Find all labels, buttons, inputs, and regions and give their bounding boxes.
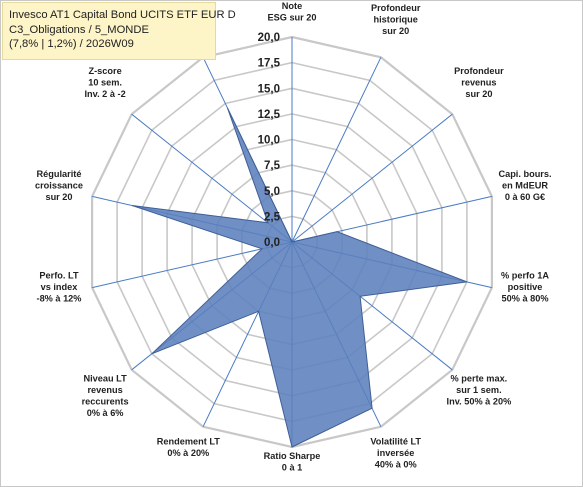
axis-label: Ratio Sharpe 0 à 1 <box>264 451 321 473</box>
axis-label: Profondeur historique sur 20 <box>371 3 421 36</box>
series-area <box>131 107 468 448</box>
axis-spoke <box>291 113 453 243</box>
axis-label: Rendement LT 0% à 20% <box>157 437 221 459</box>
axis-label: % perfo 1A positive 50% à 80% <box>501 270 549 303</box>
tick-label: 12,5 <box>258 109 281 121</box>
axis-spoke <box>131 113 293 243</box>
tick-label: 5,0 <box>264 186 280 198</box>
tick-label: 10,0 <box>258 135 280 147</box>
axis-label: Volatilité LT inversée 40% à 0% <box>370 437 421 470</box>
axis-label: Z-score 10 sem. Inv. 2 à -2 <box>84 66 125 99</box>
radar-series <box>131 107 468 448</box>
fund-name: Invesco AT1 Capital Bond UCITS ETF EUR D <box>9 9 236 21</box>
axis-label: Profondeur revenus sur 20 <box>454 66 504 99</box>
tick-label: 17,5 <box>258 58 281 70</box>
axis-spoke <box>291 57 382 243</box>
chart-header: Invesco AT1 Capital Bond UCITS ETF EUR D… <box>2 2 236 60</box>
tick-label: 7,5 <box>264 160 281 172</box>
radar-tick-labels: 0,0 2,5 5,0 7,5 10,0 12,5 15,0 17,5 20,0 <box>258 32 281 249</box>
axis-label: Perfo. LT vs index -8% à 12% <box>37 270 82 303</box>
axis-label: % perte max. sur 1 sem. Inv. 50% à 20% <box>447 374 512 407</box>
fund-category: C3_Obligations / 5_MONDE <box>9 23 149 36</box>
axis-label: Régularité croissance sur 20 <box>35 169 83 202</box>
tick-label: 20,0 <box>258 32 280 44</box>
tick-label: 0,0 <box>264 237 280 249</box>
axis-label: Niveau LT revenus reccurents 0% à 6% <box>82 374 129 419</box>
axis-label: Capi. bours. en MdEUR 0 à 60 G€ <box>498 169 551 202</box>
tick-label: 2,5 <box>264 211 281 223</box>
axis-spoke <box>91 241 293 289</box>
axis-label: Note ESG sur 20 <box>267 1 316 23</box>
fund-stats: (7,8% | 1,2%) / 2026W09 <box>9 38 134 50</box>
tick-label: 15,0 <box>258 83 280 95</box>
